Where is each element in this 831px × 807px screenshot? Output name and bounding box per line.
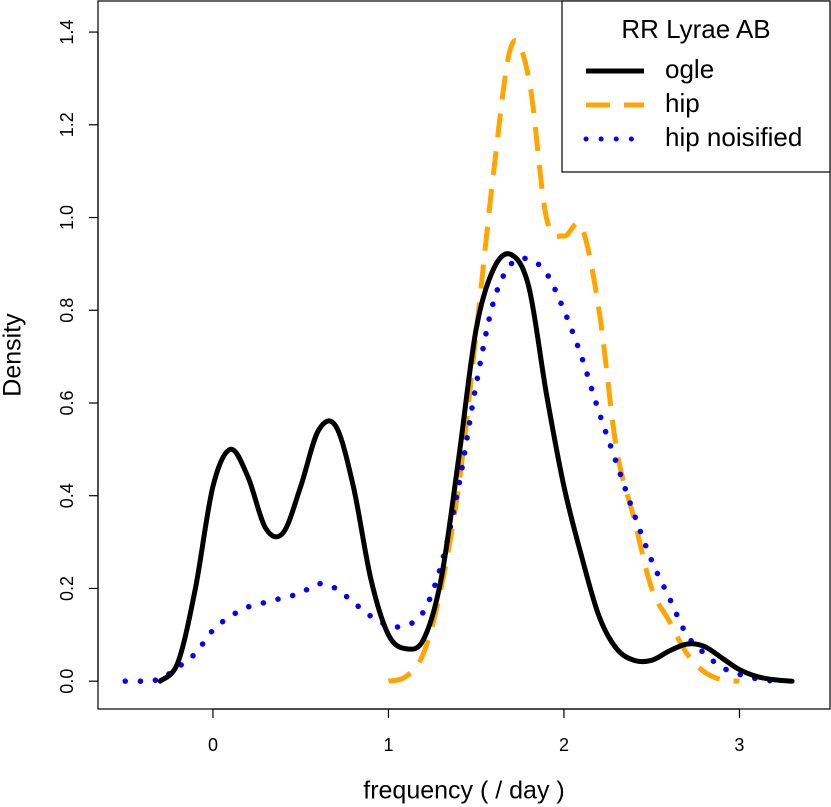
y-axis-label: Density xyxy=(0,313,27,397)
x-axis-label: frequency ( / day ) xyxy=(363,777,564,805)
x-tick-label: 3 xyxy=(734,735,744,755)
y-tick-label: 1.4 xyxy=(57,20,77,45)
y-tick-label: 0.2 xyxy=(57,576,77,601)
y-tick-label: 1.0 xyxy=(57,205,77,230)
density-line xyxy=(387,38,740,684)
legend-title: RR Lyrae AB xyxy=(621,14,770,44)
x-tick-label: 0 xyxy=(208,735,218,755)
density-line xyxy=(122,255,778,685)
legend-label: hip xyxy=(665,88,700,118)
y-tick-label: 0.0 xyxy=(57,669,77,694)
y-tick-label: 0.8 xyxy=(57,298,77,323)
y-tick-label: 0.6 xyxy=(57,390,77,415)
x-tick-label: 2 xyxy=(559,735,569,755)
y-tick-label: 1.2 xyxy=(57,112,77,137)
density-line xyxy=(157,251,795,684)
legend-box xyxy=(561,0,831,173)
y-tick-label: 0.4 xyxy=(57,483,77,508)
legend-label: hip noisified xyxy=(665,122,802,152)
legend-label: ogle xyxy=(665,54,714,84)
x-tick-label: 1 xyxy=(383,735,393,755)
